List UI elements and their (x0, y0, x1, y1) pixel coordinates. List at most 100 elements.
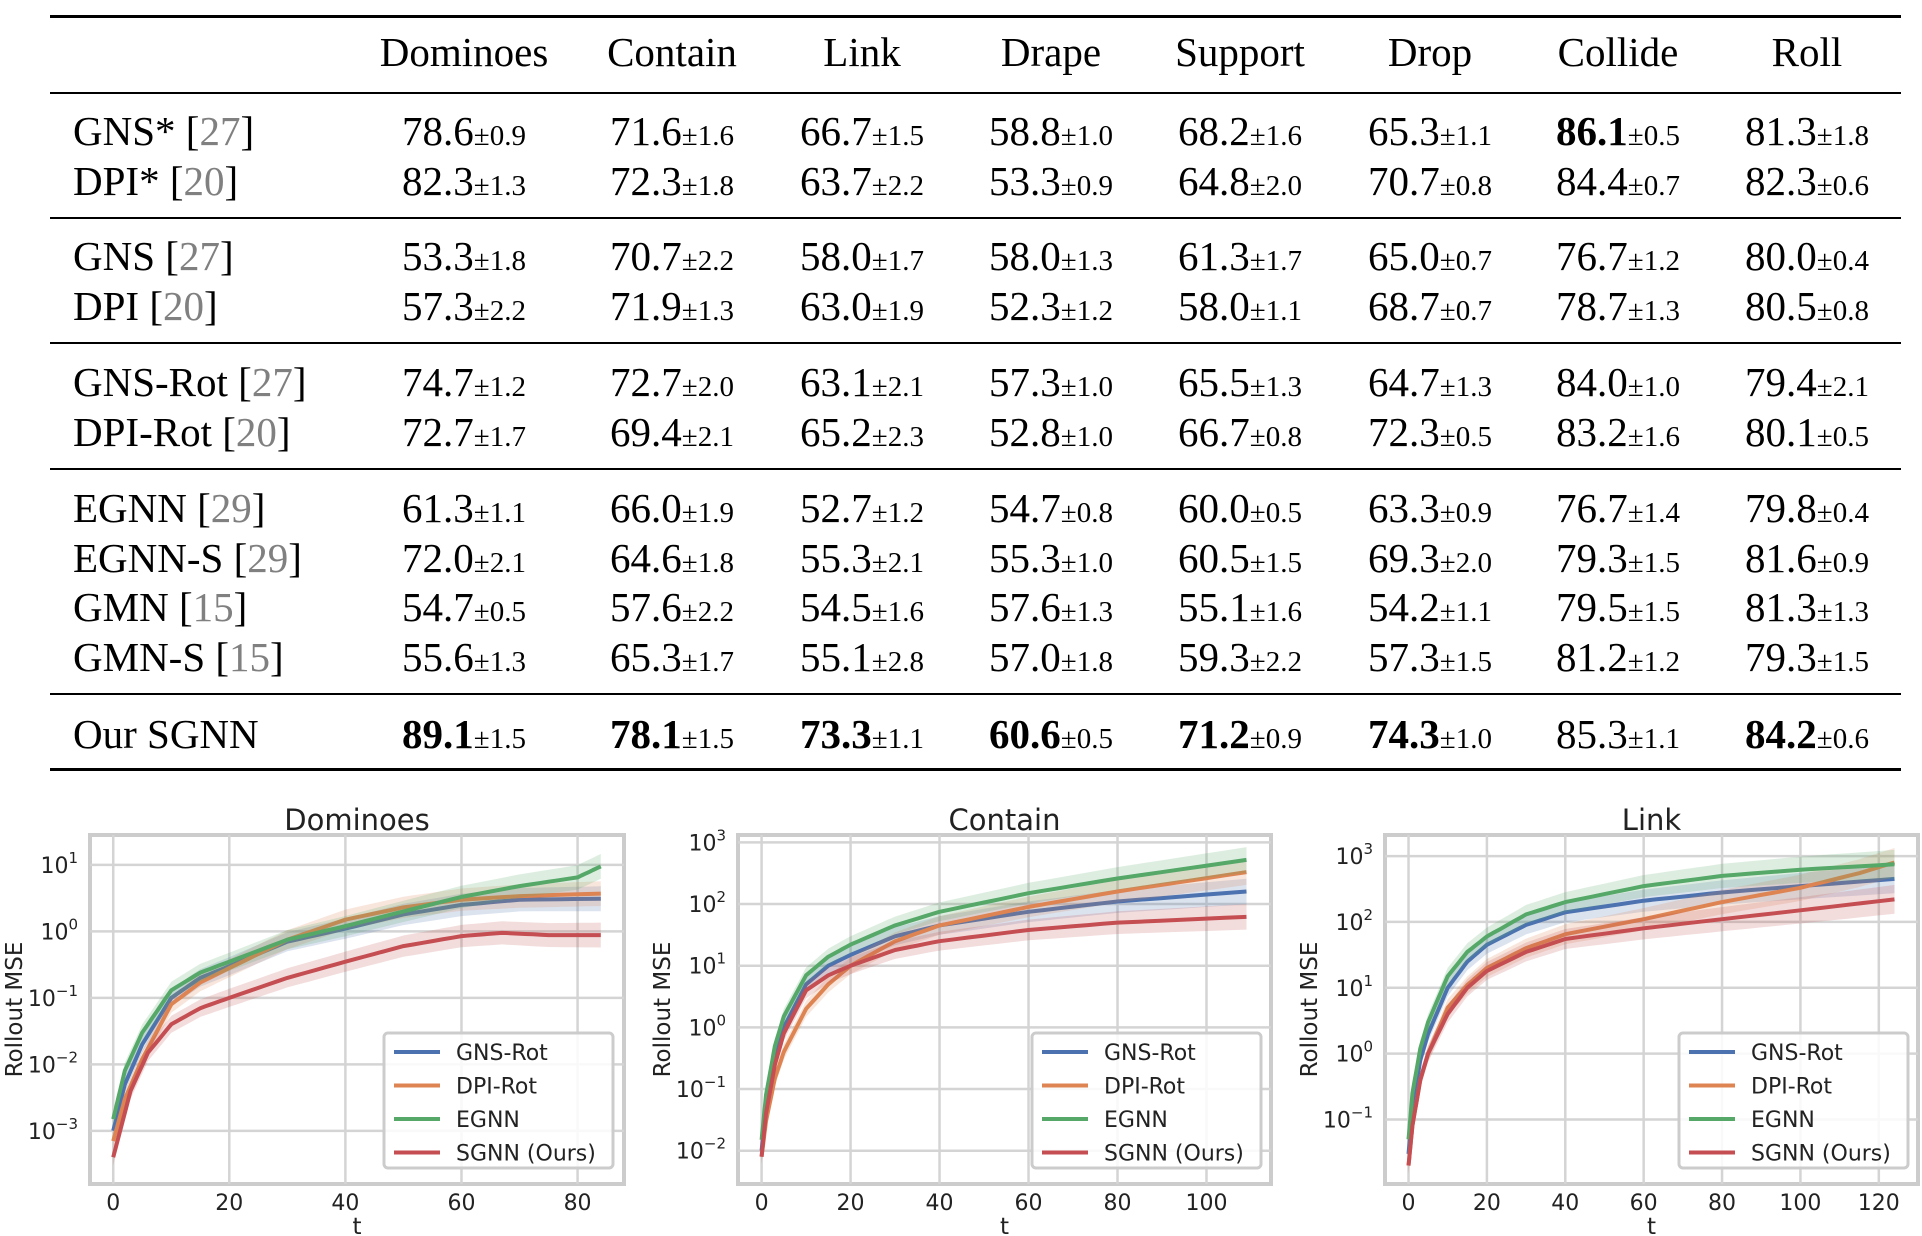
mean-value: 52.3 (989, 283, 1061, 329)
std-value: ±1.3 (1816, 596, 1869, 628)
column-header: Link (823, 29, 901, 75)
result-cell: 70.7±0.8 (1368, 157, 1492, 205)
mean-value: 57.3 (989, 359, 1061, 405)
result-cell: 72.3±1.8 (610, 157, 734, 205)
std-value: ±1.5 (473, 723, 526, 755)
std-value: ±1.7 (871, 245, 924, 277)
legend-label: DPI-Rot (1751, 1075, 1832, 1100)
mean-value: 65.5 (1178, 359, 1250, 405)
result-cell: 59.3±2.2 (1178, 633, 1302, 681)
result-cell: 78.1±1.5 (610, 710, 734, 758)
x-tick-label: 20 (1473, 1191, 1501, 1216)
method-label: DPI-Rot (73, 409, 212, 455)
std-value: ±2.1 (871, 547, 924, 579)
tick-exponent: −2 (704, 1135, 726, 1153)
confidence-band (1408, 884, 1895, 1174)
tick-base: 10 (1335, 977, 1363, 1002)
result-cell: 63.7±2.2 (800, 157, 924, 205)
y-tick-label: 100 (1335, 1038, 1373, 1068)
std-value: ±0.5 (1627, 120, 1680, 152)
series-line-egnn (1406, 862, 1895, 1140)
mean-value: 63.3 (1368, 485, 1440, 531)
y-tick-label: 10−1 (676, 1073, 726, 1103)
legend-label: GNS-Rot (456, 1041, 548, 1066)
std-value: ±1.3 (1627, 295, 1680, 327)
std-value: ±1.2 (1060, 295, 1113, 327)
result-cell: 57.6±1.3 (989, 583, 1113, 631)
result-cell: 52.7±1.2 (800, 484, 924, 532)
mean-value: 54.7 (989, 485, 1061, 531)
series-line-sgnn-ours- (759, 914, 1247, 1157)
std-value: ±0.9 (1439, 497, 1492, 529)
legend-label: GNS-Rot (1104, 1041, 1196, 1066)
result-cell: 72.0±2.1 (402, 534, 526, 582)
confidence-band (1408, 849, 1895, 1148)
citation: [27] (155, 233, 234, 279)
std-value: ±1.6 (1249, 596, 1302, 628)
legend-label: SGNN (Ours) (1104, 1142, 1244, 1167)
tick-base: 10 (40, 920, 68, 945)
std-value: ±1.0 (1060, 421, 1113, 453)
std-value: ±1.2 (871, 497, 924, 529)
chart-title: Contain (949, 803, 1061, 837)
mean-value: 60.6 (989, 711, 1061, 757)
mean-value: 82.3 (1745, 158, 1817, 204)
legend-box (382, 1031, 615, 1170)
mean-value: 63.1 (800, 359, 872, 405)
legend-label: EGNN (1104, 1108, 1168, 1133)
mean-value: 69.4 (610, 409, 682, 455)
method-label: EGNN (73, 485, 187, 531)
citation-number: 15 (192, 584, 234, 630)
method-name: DPI [20] (73, 282, 218, 330)
result-cell: 58.0±1.3 (989, 232, 1113, 280)
citation-number: 27 (199, 108, 241, 154)
std-value: ±1.1 (871, 723, 924, 755)
result-cell: 60.6±0.5 (989, 710, 1113, 758)
std-value: ±0.4 (1816, 497, 1869, 529)
mean-value: 80.1 (1745, 409, 1817, 455)
table-rule (50, 468, 1901, 470)
std-value: ±1.1 (1249, 295, 1302, 327)
result-cell: 71.9±1.3 (610, 282, 734, 330)
y-tick-label: 10−2 (676, 1135, 726, 1165)
mean-value: 83.2 (1556, 409, 1628, 455)
x-tick-label: 0 (106, 1191, 120, 1216)
legend-label: EGNN (456, 1108, 520, 1133)
method-name: GNS* [27] (73, 107, 254, 155)
std-value: ±0.9 (1249, 723, 1302, 755)
mean-value: 76.7 (1556, 233, 1628, 279)
y-tick-label: 102 (688, 888, 726, 918)
x-tick-label: 40 (1551, 1191, 1579, 1216)
mean-value: 76.7 (1556, 485, 1628, 531)
result-cell: 63.0±1.9 (800, 282, 924, 330)
std-value: ±2.1 (1816, 371, 1869, 403)
chart-dominoes: 0 20 40 60 8010−310−210−1100101DominoestRoll… (2, 803, 626, 1236)
method-name: GMN-S [15] (73, 633, 284, 681)
std-value: ±0.5 (1439, 421, 1492, 453)
mean-value: 80.5 (1745, 283, 1817, 329)
legend: GNS-Rot DPI-Rot EGNN SGNN (Ours) (1030, 1031, 1263, 1170)
series-line-egnn (111, 864, 602, 1120)
mean-value: 59.3 (1178, 634, 1250, 680)
std-value: ±1.6 (1249, 120, 1302, 152)
y-tick-label: 103 (688, 826, 726, 856)
x-tick-label: 60 (447, 1191, 475, 1216)
result-cell: 81.3±1.8 (1745, 107, 1869, 155)
tick-base: 10 (688, 831, 716, 856)
tick-exponent: 0 (1363, 1038, 1373, 1056)
std-value: ±2.0 (681, 371, 734, 403)
std-value: ±1.6 (681, 120, 734, 152)
column-header: Drape (1000, 29, 1102, 75)
tick-base: 10 (688, 893, 716, 918)
x-tick-label: 60 (1015, 1191, 1043, 1216)
result-cell: 64.8±2.0 (1178, 157, 1302, 205)
citation-number: 20 (235, 409, 277, 455)
method-name: Our SGNN (73, 710, 259, 758)
tick-base: 10 (688, 1016, 716, 1041)
tick-exponent: −1 (704, 1073, 726, 1091)
std-value: ±1.8 (1060, 646, 1113, 678)
confidence-band (761, 847, 1247, 1148)
tick-exponent: −1 (1351, 1103, 1373, 1121)
std-value: ±2.1 (871, 371, 924, 403)
